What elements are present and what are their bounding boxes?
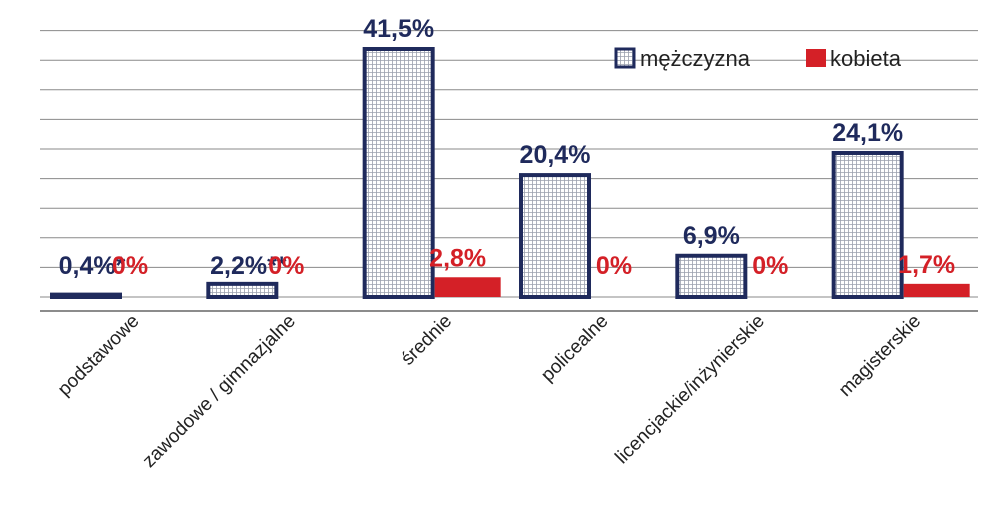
- legend-swatch-kobieta: [806, 49, 826, 67]
- bar-mezczyzna: [675, 253, 748, 299]
- category-label: podstawowe: [54, 311, 144, 401]
- value-label-kobieta: 0%: [752, 252, 788, 280]
- category-label: magisterskie: [835, 311, 925, 401]
- bar-mezczyzna: [519, 173, 591, 299]
- bar-kobieta: [903, 283, 970, 297]
- value-label-kobieta: 0%: [268, 252, 304, 280]
- value-label-mezczyzna: 2,2%**: [210, 252, 287, 280]
- legend-swatch-mezczyzna: [614, 47, 636, 69]
- bar-kobieta: [434, 277, 501, 297]
- category-label: licencjackie/inżynierskie: [611, 311, 768, 468]
- bar-mezczyzna: [50, 292, 122, 300]
- bars: [50, 47, 970, 300]
- legend-label-kobieta: kobieta: [830, 46, 902, 71]
- gridlines: [40, 30, 978, 312]
- legend: mężczyzna kobieta: [614, 46, 902, 71]
- value-label-mezczyzna: 0,4%*: [59, 252, 126, 280]
- category-label: średnie: [397, 311, 456, 370]
- value-labels: 0,4%*0% 2,2%**0%41,5%2,8%20,4%0%6,9%0%24,…: [59, 15, 956, 280]
- category-label: zawodowe / gimnazjalne: [139, 311, 300, 472]
- value-label-mezczyzna: 6,9%: [683, 222, 740, 250]
- value-label-kobieta: 0%: [112, 252, 148, 280]
- bar-mezczyzna: [362, 47, 435, 299]
- value-label-kobieta: 2,8%: [429, 244, 486, 272]
- value-label-kobieta: 0%: [596, 252, 632, 280]
- value-label-mezczyzna: 41,5%: [363, 15, 434, 43]
- bar-mezczyzna: [206, 281, 279, 299]
- legend-label-mezczyzna: mężczyzna: [640, 46, 751, 71]
- category-label: policealne: [537, 311, 612, 386]
- value-label-mezczyzna: 24,1%: [832, 119, 903, 147]
- value-label-mezczyzna: 20,4%: [520, 141, 591, 169]
- bar-mezczyzna: [831, 150, 904, 299]
- value-label-kobieta: 1,7%: [898, 251, 955, 279]
